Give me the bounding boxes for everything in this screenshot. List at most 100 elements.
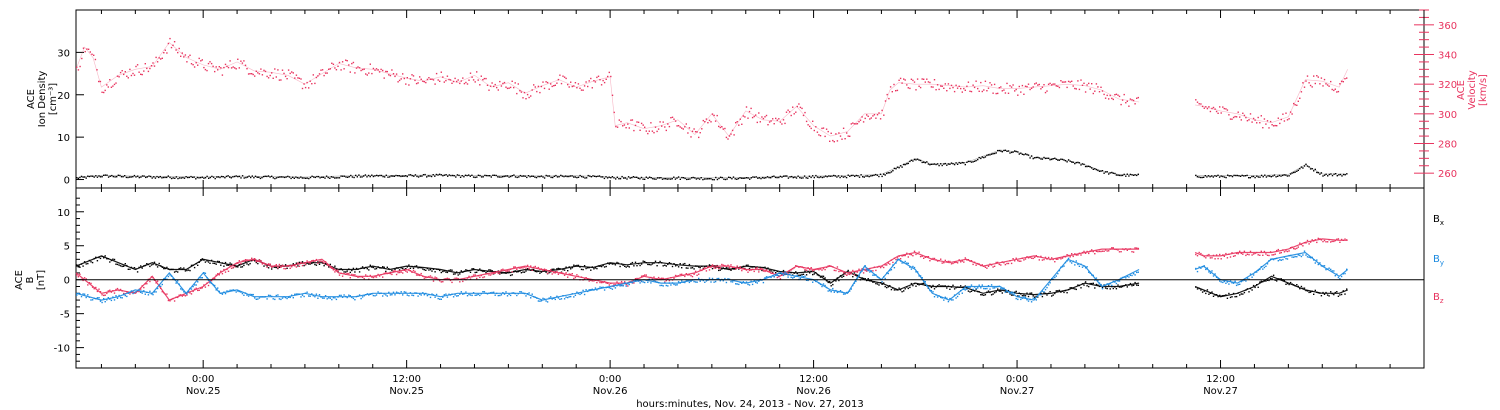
- series-point: [1331, 240, 1333, 243]
- series-point: [220, 175, 223, 178]
- series-point: [380, 68, 382, 71]
- series-point: [349, 71, 351, 73]
- series-point: [1233, 174, 1235, 177]
- series-point: [375, 276, 378, 278]
- bottom-ytick-label: 5: [64, 242, 70, 253]
- series-point: [1229, 118, 1232, 120]
- series-point: [254, 260, 256, 262]
- series-point: [1004, 263, 1007, 266]
- series-black: [1194, 274, 1348, 299]
- series-point: [915, 89, 917, 91]
- series-point: [1057, 290, 1059, 292]
- series-point: [517, 266, 519, 269]
- series-point: [1303, 242, 1306, 244]
- series-point: [906, 84, 908, 86]
- series-point: [1259, 268, 1261, 271]
- series-point: [318, 263, 321, 265]
- series-point: [1078, 284, 1081, 287]
- series-point: [591, 266, 593, 268]
- series-point: [681, 273, 683, 275]
- series-point: [351, 269, 353, 272]
- series-point: [247, 259, 250, 261]
- series-point: [1316, 241, 1318, 244]
- xtick-label-date: Nov.26: [593, 386, 628, 397]
- series-point: [489, 175, 491, 177]
- series-point: [1296, 247, 1298, 250]
- series-point: [257, 260, 259, 262]
- series-point: [741, 282, 743, 284]
- series-point: [150, 293, 153, 295]
- series-point: [984, 156, 987, 158]
- series-point: [1064, 256, 1067, 258]
- series-point: [1346, 173, 1348, 175]
- series-point: [259, 177, 262, 180]
- series-point: [1293, 284, 1295, 286]
- series-point: [1071, 161, 1073, 163]
- series-point: [480, 75, 482, 77]
- series-point: [607, 282, 609, 284]
- series-point: [852, 122, 854, 124]
- series-point: [304, 292, 307, 294]
- series-point: [772, 118, 774, 120]
- series-point: [750, 280, 752, 282]
- series-blue: [75, 257, 1140, 304]
- series-point: [178, 283, 180, 285]
- series-point: [1084, 91, 1087, 93]
- series-point: [180, 294, 182, 296]
- series-point: [616, 176, 618, 178]
- series-point: [963, 288, 965, 290]
- series-point: [405, 268, 407, 270]
- series-point: [221, 293, 224, 295]
- series-point: [386, 295, 388, 297]
- series-point: [446, 277, 449, 279]
- series-point: [694, 270, 697, 273]
- series-point: [255, 261, 257, 264]
- series-point: [602, 176, 604, 178]
- series-point: [196, 176, 199, 179]
- series-point: [425, 277, 427, 279]
- series-point: [389, 272, 392, 275]
- series-point: [1340, 80, 1343, 82]
- series-point: [984, 80, 987, 82]
- series-point: [1227, 174, 1229, 176]
- series-point: [759, 267, 761, 270]
- series-point: [1300, 285, 1303, 288]
- series-point: [249, 293, 251, 296]
- series-point: [600, 176, 602, 178]
- series-point: [550, 176, 552, 179]
- series-point: [286, 78, 288, 80]
- top-right-ylabel-line3: [km/s]: [1478, 74, 1489, 106]
- series-point: [113, 292, 116, 294]
- series-point: [1078, 88, 1081, 91]
- series-point: [694, 281, 697, 283]
- series-point: [751, 268, 754, 271]
- series-point: [801, 107, 803, 110]
- series-point: [1314, 82, 1316, 85]
- series-point: [1342, 239, 1344, 241]
- series-point: [956, 87, 959, 89]
- series-point: [537, 175, 539, 178]
- series-point: [235, 291, 237, 293]
- series-point: [711, 264, 714, 266]
- series-point: [1129, 98, 1132, 100]
- series-point: [417, 176, 420, 178]
- series-point: [947, 83, 950, 85]
- series-point: [173, 41, 176, 43]
- series-point: [929, 81, 931, 84]
- series-point: [884, 174, 886, 176]
- series-point: [214, 277, 216, 280]
- series-point: [252, 259, 254, 261]
- series-point: [929, 285, 931, 287]
- series-point: [403, 175, 405, 177]
- series-point: [1245, 254, 1247, 257]
- series-point: [1055, 85, 1057, 87]
- series-point: [807, 279, 809, 282]
- series-point: [107, 290, 109, 292]
- series-point: [838, 270, 840, 273]
- series-point: [1266, 263, 1269, 265]
- series-point: [756, 266, 758, 268]
- series-point: [1131, 99, 1133, 101]
- series-point: [249, 259, 251, 261]
- series-point: [1047, 83, 1050, 85]
- series-point: [1297, 285, 1299, 288]
